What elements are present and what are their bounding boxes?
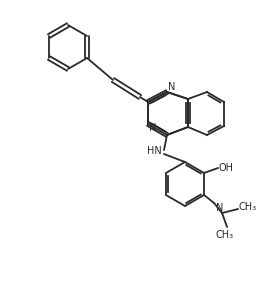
- Text: N: N: [216, 203, 224, 213]
- Text: HN: HN: [147, 146, 161, 156]
- Text: CH₃: CH₃: [216, 230, 234, 240]
- Text: N: N: [149, 123, 157, 133]
- Text: N: N: [168, 82, 176, 92]
- Text: OH: OH: [218, 163, 234, 173]
- Text: CH₃: CH₃: [239, 202, 257, 212]
